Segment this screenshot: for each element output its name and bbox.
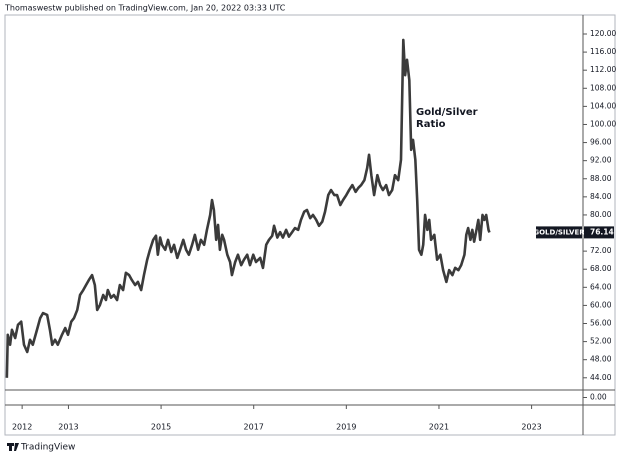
y-tick-label: 48.00 [590,355,612,364]
footer-logo: TradingView [7,443,75,453]
x-tick-label: 2012 [12,423,32,432]
y-tick-label: 84.00 [590,192,612,201]
y-tick-label: 60.00 [590,300,612,309]
footer: TradingView [20,443,75,453]
header: Thomaswestw published on TradingView.com… [4,4,286,13]
x-tick-label: 2023 [521,423,541,432]
y-tick-label: 52.00 [590,337,612,346]
x-tick-label: 2017 [244,423,264,432]
last-price-box [584,226,614,239]
x-tick-label: 2019 [336,423,356,432]
y-tick-label: 96.00 [590,138,612,147]
annotation: Gold/Silver [416,107,478,118]
y-tick-label: 68.00 [590,264,612,273]
frame [4,14,616,436]
x-tick-label: 2021 [429,423,449,432]
y-tick-label: 92.00 [590,156,612,165]
series-tag: GOLD/SILVER [533,228,585,236]
y-tick-label: 104.00 [590,101,616,110]
last-price-label: 76.14 [590,227,614,236]
x-tick-label: 2013 [58,423,78,432]
annotation: Ratio [416,119,446,130]
y-tick-label: 44.00 [590,373,612,382]
y-tick-label: 56.00 [590,319,612,328]
series-tag-box [536,226,582,239]
y-tick-label: 116.00 [590,47,616,56]
y-tick-label: 108.00 [590,83,616,92]
y-tick-label: 88.00 [590,174,612,183]
x-tick-label: 2015 [151,423,171,432]
y-tick-label: 120.00 [590,29,616,38]
y-tick-label: 80.00 [590,210,612,219]
y-tick-label: 100.00 [590,119,616,128]
price-line [5,38,491,378]
y-tick-label: 0.00 [590,393,607,402]
y-tick-label: 112.00 [590,65,616,74]
y-tick-label: 64.00 [590,282,612,291]
y-tick-label: 72.00 [590,246,612,255]
